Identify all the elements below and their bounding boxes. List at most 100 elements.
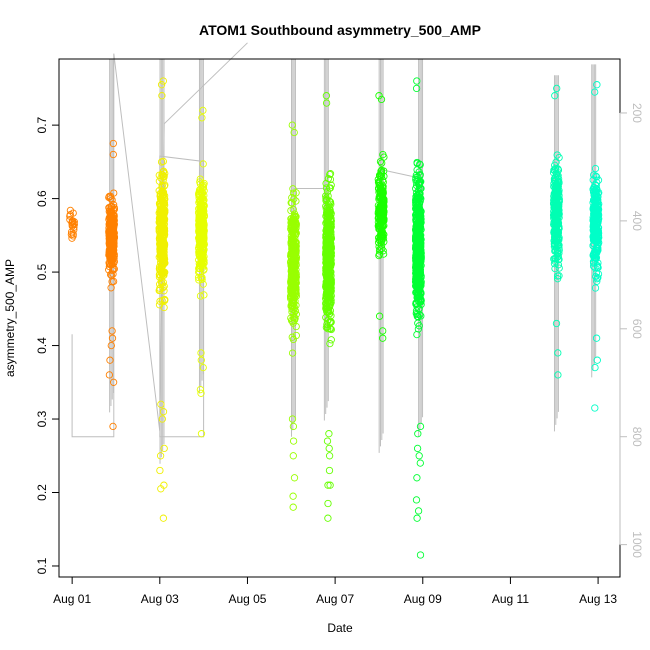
data-point <box>553 187 561 195</box>
data-point <box>109 378 118 386</box>
data-point <box>326 225 335 233</box>
data-point <box>161 296 169 304</box>
data-point <box>324 291 332 299</box>
data-point <box>197 430 206 438</box>
data-point <box>107 259 116 267</box>
data-point <box>592 172 600 180</box>
data-point <box>198 275 206 284</box>
data-point <box>158 415 166 423</box>
data-point <box>553 253 561 262</box>
data-point <box>159 216 167 224</box>
data-point <box>553 198 561 206</box>
data-point <box>591 201 599 209</box>
data-point <box>325 274 334 282</box>
data-point <box>195 268 203 276</box>
data-point <box>591 224 599 232</box>
data-point <box>376 208 384 216</box>
data-point <box>290 195 298 203</box>
series-cluster <box>105 139 119 431</box>
data-point <box>107 221 116 230</box>
data-point <box>323 187 332 196</box>
data-point <box>322 236 331 244</box>
data-point <box>377 172 386 180</box>
data-point <box>416 270 424 278</box>
data-point <box>292 310 300 318</box>
data-point <box>106 230 114 238</box>
data-point <box>553 220 561 228</box>
data-point <box>322 179 330 188</box>
right-tick-label: 600 <box>630 319 644 339</box>
data-point <box>160 225 168 233</box>
chart-title: ATOM1 Southbound asymmetry_500_AMP <box>199 22 481 38</box>
data-point <box>377 167 385 175</box>
data-point <box>590 214 598 222</box>
data-point <box>413 330 421 339</box>
data-point <box>107 341 115 350</box>
data-point <box>105 234 113 243</box>
y-tick-label: 0.3 <box>35 410 49 427</box>
data-point <box>155 273 164 281</box>
right-tick-label: 800 <box>630 427 644 447</box>
data-point <box>413 514 421 522</box>
data-point <box>107 284 115 292</box>
data-point <box>592 269 600 277</box>
data-point <box>324 277 332 286</box>
data-point <box>326 270 334 278</box>
data-point <box>160 287 168 295</box>
data-point <box>326 288 334 297</box>
data-point <box>326 170 335 178</box>
data-point <box>160 481 168 489</box>
data-point <box>325 452 334 460</box>
data-point <box>327 318 335 326</box>
data-point <box>196 175 204 183</box>
data-point <box>323 297 332 305</box>
data-point <box>593 356 601 364</box>
data-point <box>378 191 386 199</box>
data-point <box>323 255 331 264</box>
y-tick-label: 0.2 <box>35 484 49 501</box>
data-point <box>591 88 599 96</box>
data-point <box>196 385 205 394</box>
data-point <box>412 193 420 201</box>
data-point <box>105 192 113 201</box>
data-point <box>322 264 330 272</box>
data-point <box>413 444 422 453</box>
data-point <box>155 301 164 309</box>
data-point <box>289 492 297 500</box>
data-point <box>157 248 165 256</box>
data-point <box>292 331 300 340</box>
data-point <box>288 415 297 423</box>
y-tick-label: 0.1 <box>35 557 49 574</box>
data-point <box>199 280 207 288</box>
data-point <box>375 312 384 320</box>
series-cluster <box>66 206 78 242</box>
data-point <box>289 185 297 193</box>
data-point <box>105 371 114 379</box>
x-tick-label: Aug 03 <box>141 592 179 606</box>
x-axis: Aug 01 Aug 03 Aug 05 Aug 07 Aug 09 Aug 11 Aug … <box>53 576 617 606</box>
data-point <box>70 223 78 231</box>
data-point <box>289 422 298 431</box>
data-point <box>553 245 561 254</box>
data-point <box>161 169 169 178</box>
data-point <box>379 250 388 258</box>
data-point <box>287 222 295 230</box>
data-point <box>160 256 168 264</box>
data-point <box>416 290 425 298</box>
data-point <box>159 77 167 85</box>
data-point <box>288 121 296 129</box>
data-point <box>412 496 421 504</box>
data-point <box>160 182 168 190</box>
data-point <box>551 92 559 100</box>
data-point <box>200 291 208 299</box>
data-point <box>290 242 298 250</box>
data-point <box>108 327 116 335</box>
data-point <box>377 206 385 214</box>
data-point <box>415 281 423 290</box>
data-point <box>290 212 299 221</box>
data-point <box>326 310 334 318</box>
data-point <box>68 222 76 230</box>
data-point <box>324 192 332 200</box>
data-point <box>194 273 203 282</box>
data-point <box>379 150 387 159</box>
